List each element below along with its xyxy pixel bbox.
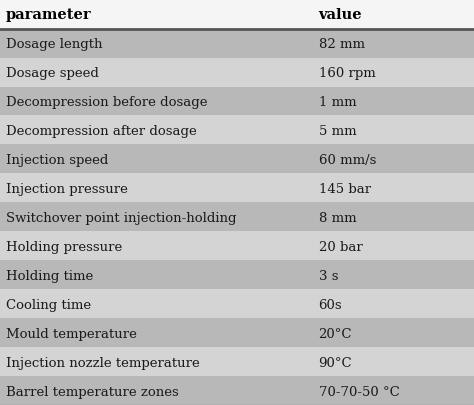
Text: 60 mm/s: 60 mm/s (319, 153, 376, 166)
Bar (0, 203, 474, 232)
Text: 3 s: 3 s (319, 269, 338, 282)
Text: value: value (319, 9, 362, 22)
Text: 70-70-50 °C: 70-70-50 °C (319, 385, 399, 398)
Bar (0, 232, 474, 260)
Bar (0, 290, 474, 318)
Text: 82 mm: 82 mm (319, 38, 365, 51)
Bar (0, 347, 474, 376)
Bar (0, 30, 474, 58)
Bar (0, 260, 474, 290)
Text: Cooling time: Cooling time (6, 298, 91, 311)
Bar (0, 116, 474, 145)
Text: Dosage length: Dosage length (6, 38, 102, 51)
Text: Injection speed: Injection speed (6, 153, 108, 166)
Text: 20 bar: 20 bar (319, 240, 362, 253)
Bar (0, 145, 474, 174)
Text: 8 mm: 8 mm (319, 211, 356, 224)
Bar (0, 318, 474, 347)
Bar (0, 87, 474, 116)
Text: Injection pressure: Injection pressure (6, 183, 128, 196)
Text: Switchover point injection-holding: Switchover point injection-holding (6, 211, 236, 224)
Text: Mould temperature: Mould temperature (6, 327, 137, 340)
Bar (0, 0, 474, 30)
Text: Dosage speed: Dosage speed (6, 67, 99, 80)
Text: 145 bar: 145 bar (319, 183, 371, 196)
Text: 5 mm: 5 mm (319, 125, 356, 138)
Text: Barrel temperature zones: Barrel temperature zones (6, 385, 178, 398)
Bar (0, 376, 474, 405)
Text: Holding time: Holding time (6, 269, 93, 282)
Text: Decompression after dosage: Decompression after dosage (6, 125, 196, 138)
Text: Injection nozzle temperature: Injection nozzle temperature (6, 356, 200, 369)
Text: 90°C: 90°C (319, 356, 352, 369)
Bar (0, 174, 474, 203)
Bar (0, 58, 474, 87)
Text: 160 rpm: 160 rpm (319, 67, 375, 80)
Text: 1 mm: 1 mm (319, 96, 356, 109)
Text: 60s: 60s (319, 298, 342, 311)
Text: parameter: parameter (6, 9, 91, 22)
Text: Decompression before dosage: Decompression before dosage (6, 96, 207, 109)
Text: 20°C: 20°C (319, 327, 352, 340)
Text: Holding pressure: Holding pressure (6, 240, 122, 253)
